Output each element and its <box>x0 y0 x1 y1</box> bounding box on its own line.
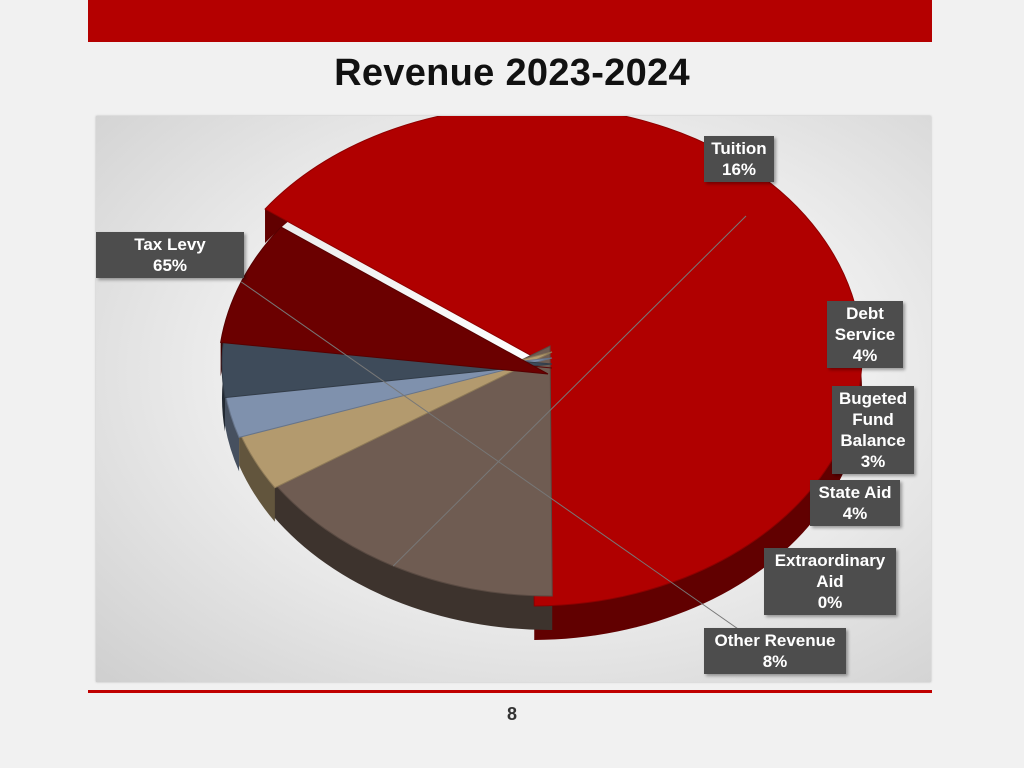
label-line: 65% <box>152 256 188 275</box>
label-line: Tax Levy <box>134 235 206 254</box>
pie-slice-side <box>239 431 275 522</box>
label-line: State Aid <box>818 483 892 502</box>
label-line: 8% <box>762 652 788 671</box>
label-bugeted-fund-balance: Bugeted Fund Balance 3% <box>832 386 914 474</box>
label-line: Other Revenue <box>714 631 836 650</box>
page-number: 8 <box>506 704 517 724</box>
label-line: Bugeted <box>839 389 907 408</box>
label-line: 4% <box>852 346 878 365</box>
pie-chart <box>220 116 863 640</box>
label-line: Fund <box>852 410 894 429</box>
pie-slice-tax-levy <box>264 116 863 607</box>
label-line: Tuition <box>711 139 767 158</box>
leader-line <box>392 215 747 567</box>
slide-title: Revenue 2023-2024 <box>334 52 690 94</box>
label-debt-service: Debt Service 4% <box>827 301 903 368</box>
label-line: 0% <box>817 593 843 612</box>
chart-panel: Tax Levy 65% Tuition 16% Debt Service 4%… <box>96 116 931 682</box>
label-line: Balance <box>840 431 906 450</box>
label-tax-levy: Tax Levy 65% <box>96 232 244 278</box>
label-extraordinary-aid: Extraordinary Aid 0% <box>764 548 896 615</box>
label-line: Service <box>834 325 896 344</box>
label-line: 4% <box>842 504 868 523</box>
leader-line <box>240 281 742 632</box>
label-tuition: Tuition 16% <box>704 136 774 182</box>
bottom-rule <box>88 690 932 693</box>
pie-slice-side <box>224 391 240 472</box>
label-state-aid: State Aid 4% <box>810 480 900 526</box>
label-line: Extraordinary <box>774 551 886 570</box>
label-line: Aid <box>816 572 844 591</box>
label-other-revenue: Other Revenue 8% <box>704 628 846 674</box>
label-line: 16% <box>721 160 757 179</box>
pie-slice-side <box>272 481 553 630</box>
top-accent-bar <box>88 0 932 42</box>
label-line: 3% <box>860 452 886 471</box>
label-line: Debt <box>846 304 884 323</box>
